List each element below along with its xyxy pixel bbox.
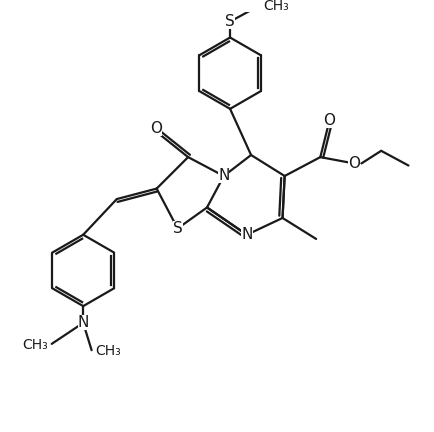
- Text: N: N: [217, 168, 229, 184]
- Text: O: O: [149, 121, 161, 137]
- Text: S: S: [225, 14, 234, 29]
- Text: CH₃: CH₃: [95, 344, 120, 359]
- Text: S: S: [172, 221, 182, 236]
- Text: N: N: [77, 315, 89, 330]
- Text: CH₃: CH₃: [23, 338, 48, 352]
- Text: N: N: [240, 227, 252, 242]
- Text: O: O: [322, 113, 334, 128]
- Text: O: O: [347, 156, 359, 171]
- Text: CH₃: CH₃: [262, 0, 288, 13]
